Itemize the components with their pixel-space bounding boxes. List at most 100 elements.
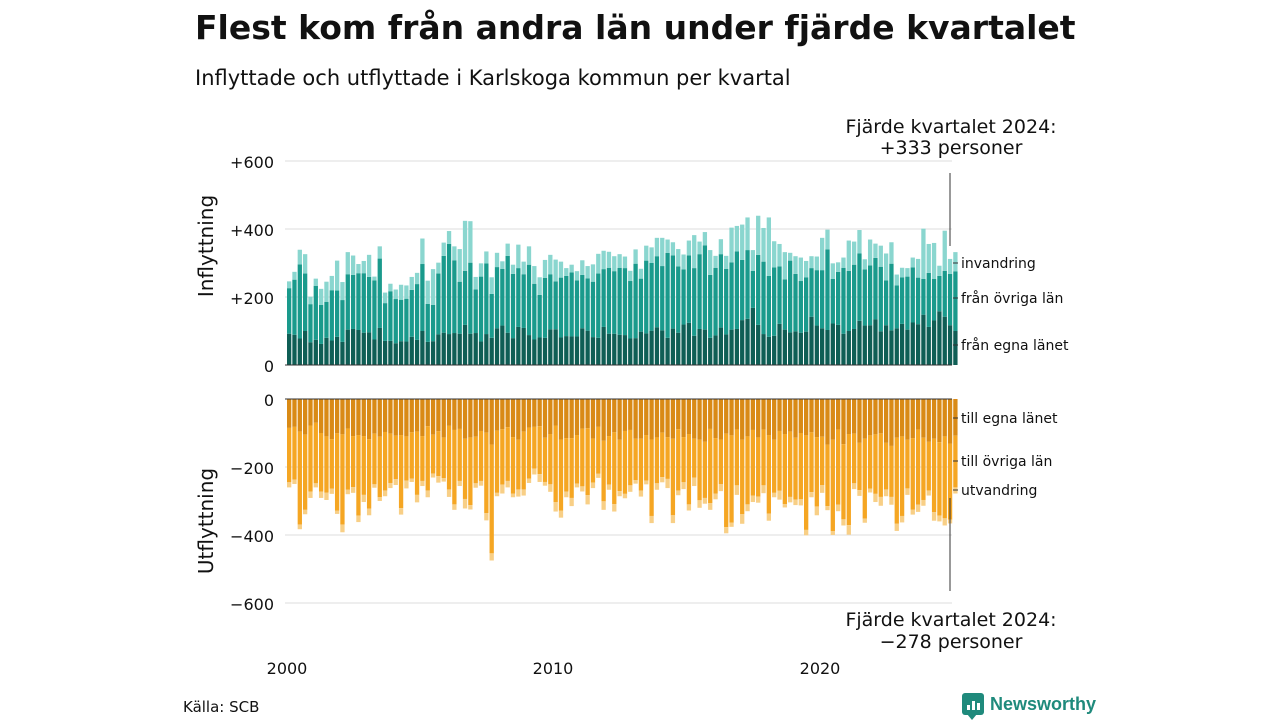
bar-till-egna-lanet xyxy=(830,399,835,440)
bar-till-ovriga-lan xyxy=(398,435,404,509)
bar-utvandring xyxy=(446,489,452,497)
bar-utvandring xyxy=(644,480,649,485)
bar-utvandring xyxy=(356,515,361,523)
bar-invandring xyxy=(452,246,457,261)
bar-till-ovriga-lan xyxy=(638,438,644,491)
bar-fran-egna-lanet xyxy=(889,330,894,365)
bar-invandring xyxy=(462,220,468,271)
bar-fran-egna-lanet xyxy=(500,325,505,365)
bar-invandring xyxy=(915,258,921,278)
bar-invandring xyxy=(425,280,430,304)
bar-fran-egna-lanet xyxy=(356,329,361,365)
bar-fran-egna-lanet xyxy=(617,334,622,365)
top-ytick-400: +400 xyxy=(230,221,274,240)
chart-title: Flest kom från andra län under fjärde kv… xyxy=(195,8,1076,47)
bar-fran-ovriga-lan xyxy=(937,275,942,312)
bar-till-ovriga-lan xyxy=(825,444,830,507)
bar-till-ovriga-lan xyxy=(846,434,851,526)
bar-till-egna-lanet xyxy=(350,399,356,437)
bar-utvandring xyxy=(857,490,862,496)
bar-fran-egna-lanet xyxy=(926,326,931,365)
bar-till-ovriga-lan xyxy=(318,433,324,492)
bar-invandring xyxy=(772,241,777,268)
bar-invandring xyxy=(468,221,473,263)
bar-fran-ovriga-lan xyxy=(436,273,441,335)
bar-utvandring xyxy=(564,491,569,498)
bar-fran-ovriga-lan xyxy=(846,270,851,331)
bar-utvandring xyxy=(489,553,494,561)
bar-invandring xyxy=(867,239,873,266)
bar-invandring xyxy=(436,262,441,274)
bar-fran-egna-lanet xyxy=(622,335,628,365)
bar-till-egna-lanet xyxy=(926,399,931,442)
bar-till-egna-lanet xyxy=(622,399,628,431)
bar-invandring xyxy=(830,263,835,279)
bar-invandring xyxy=(670,242,676,256)
bar-invandring xyxy=(756,215,761,255)
bar-till-ovriga-lan xyxy=(585,428,590,496)
bar-invandring xyxy=(297,249,302,265)
bar-till-egna-lanet xyxy=(596,399,601,427)
bar-invandring xyxy=(478,263,484,277)
bar-fran-egna-lanet xyxy=(761,334,766,365)
bar-fran-ovriga-lan xyxy=(713,267,718,336)
bar-till-ovriga-lan xyxy=(361,436,366,495)
bar-fran-egna-lanet xyxy=(441,332,446,365)
bar-invandring xyxy=(494,252,500,268)
bar-invandring xyxy=(324,281,329,302)
bar-fran-egna-lanet xyxy=(457,333,462,365)
bar-fran-egna-lanet xyxy=(644,333,649,365)
bar-fran-egna-lanet xyxy=(302,331,308,365)
bar-invandring xyxy=(292,271,297,280)
bar-invandring xyxy=(937,265,942,276)
bar-invandring xyxy=(910,257,915,268)
bar-fran-egna-lanet xyxy=(862,325,867,365)
bar-till-ovriga-lan xyxy=(452,429,457,505)
bar-till-ovriga-lan xyxy=(441,437,446,479)
bar-till-ovriga-lan xyxy=(899,436,905,516)
bar-till-ovriga-lan xyxy=(931,438,937,513)
bar-till-ovriga-lan xyxy=(921,437,926,500)
bar-fran-egna-lanet xyxy=(388,340,393,365)
bar-till-ovriga-lan xyxy=(350,436,356,488)
bar-utvandring xyxy=(692,477,697,487)
bar-utvandring xyxy=(558,510,564,518)
bar-fran-egna-lanet xyxy=(804,331,809,365)
bar-invandring xyxy=(686,240,692,256)
bar-till-ovriga-lan xyxy=(692,438,697,478)
bar-utvandring xyxy=(404,480,409,489)
bar-utvandring xyxy=(910,509,915,515)
bar-fran-egna-lanet xyxy=(452,333,457,365)
bar-invandring xyxy=(734,225,740,252)
bar-fran-ovriga-lan xyxy=(686,255,692,323)
bar-till-egna-lanet xyxy=(841,399,846,445)
bar-till-egna-lanet xyxy=(953,399,958,436)
bar-fran-egna-lanet xyxy=(548,329,553,365)
bar-fran-ovriga-lan xyxy=(857,253,862,321)
bar-invandring xyxy=(782,252,787,280)
bar-till-egna-lanet xyxy=(921,399,926,438)
bar-fran-egna-lanet xyxy=(510,338,516,365)
bar-till-egna-lanet xyxy=(345,399,350,429)
bar-invandring xyxy=(926,243,931,273)
bar-till-egna-lanet xyxy=(756,399,761,438)
bar-fran-egna-lanet xyxy=(478,341,484,365)
bar-invandring xyxy=(569,264,574,273)
bar-invandring xyxy=(814,256,819,271)
bar-invandring xyxy=(622,256,628,269)
bar-invandring xyxy=(857,230,862,254)
bar-fran-ovriga-lan xyxy=(430,304,436,342)
bar-utvandring xyxy=(772,492,777,498)
legend-fran-ovriga-lan: från övriga län xyxy=(961,290,1063,307)
bar-utvandring xyxy=(510,493,516,498)
bar-till-ovriga-lan xyxy=(494,430,500,493)
bar-utvandring xyxy=(878,496,883,506)
bar-fran-ovriga-lan xyxy=(377,258,382,328)
bar-till-egna-lanet xyxy=(825,399,830,445)
bar-till-ovriga-lan xyxy=(697,439,702,501)
bar-till-ovriga-lan xyxy=(542,437,548,482)
bar-till-egna-lanet xyxy=(782,399,787,435)
bar-invandring xyxy=(516,244,521,269)
bar-fran-ovriga-lan xyxy=(841,267,846,334)
bar-till-ovriga-lan xyxy=(297,431,302,525)
